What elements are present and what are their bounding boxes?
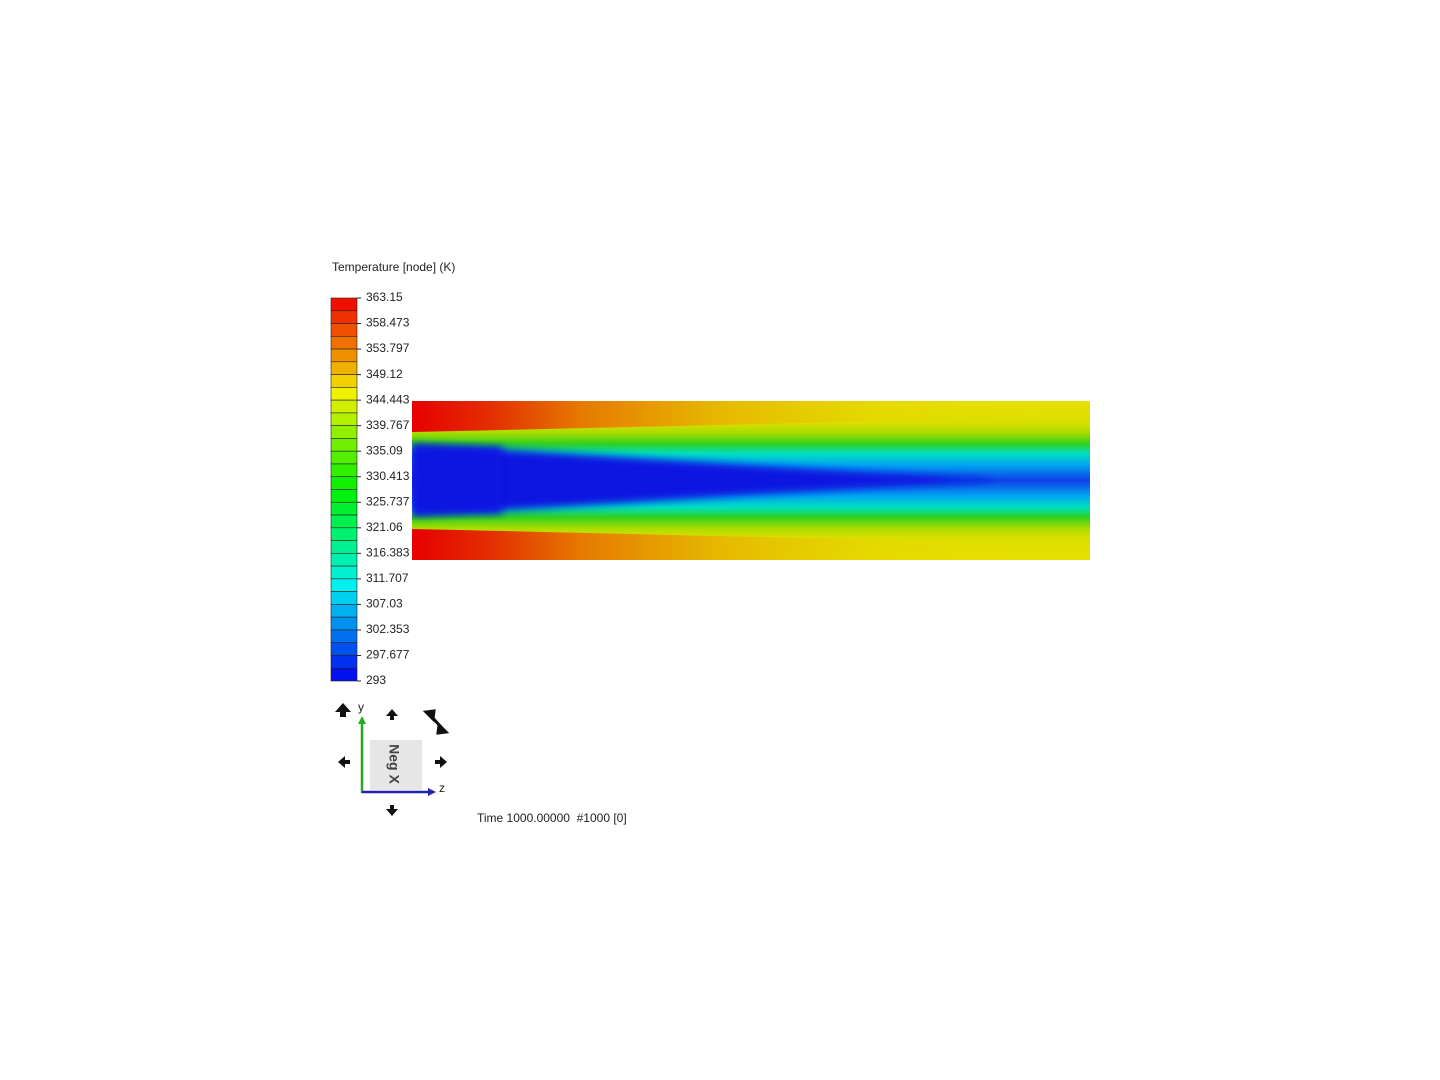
colorbar-band [330,642,358,656]
colorbar: 363.15 358.473 353.797 349.12 344.443 339.767… [330,290,410,687]
pan-down-button[interactable] [386,805,398,816]
y-axis-label: y [358,700,364,714]
contour-plot [412,401,1090,560]
colorbar-label: 335.09 [366,443,403,457]
z-axis-head [428,788,436,796]
colorbar-band [330,616,358,631]
colorbar-label: 325.737 [366,494,410,508]
legend-title: Temperature [node] (K) [332,260,455,274]
colorbar-band [330,399,358,414]
colorbar-band [330,540,358,554]
colorbar-band [330,565,358,580]
colorbar-label: 344.443 [366,392,410,406]
colorbar-band [330,323,358,337]
colorbar-band [330,374,358,388]
colorbar-band [330,387,358,401]
colorbar-label: 349.12 [366,367,403,381]
colorbar-label: 297.677 [366,648,410,662]
colorbar-label: 293 [366,673,386,687]
colorbar-band [330,438,358,452]
colorbar-band [330,655,358,669]
colorbar-band [330,297,358,312]
colorbar-label: 302.353 [366,622,410,636]
colorbar-band [330,591,358,605]
colorbar-label: 311.707 [366,571,409,585]
colorbar-band [330,578,358,592]
colorbar-band [330,604,358,618]
view-cube[interactable] [370,740,422,790]
colorbar-label: 363.15 [366,290,403,304]
colorbar-band [330,450,358,465]
colorbar-band [330,667,358,682]
time-label: Time 1000.00000 #1000 [0] [477,811,627,825]
colorbar-label: 316.383 [366,546,410,560]
colorbar-band [330,553,358,567]
colorbar-label: 358.473 [366,316,410,330]
colorbar-band [330,348,358,363]
colorbar-band [330,310,358,324]
colorbar-band [330,514,358,529]
orientation-triad: Neg X y z [335,700,450,816]
colorbar-band [330,629,358,644]
zoom-button[interactable] [422,709,450,735]
colorbar-band [330,463,358,478]
colorbar-label: 321.06 [366,520,403,534]
colorbar-band [330,361,358,375]
pan-up-button[interactable] [386,709,398,720]
colorbar-band [330,501,358,516]
pan-left-button[interactable] [338,756,350,768]
colorbar-band [330,476,358,490]
colorbar-label: 353.797 [366,341,410,355]
view-label: Neg X [386,744,402,784]
colorbar-label: 339.767 [366,418,410,432]
colorbar-band [330,335,358,350]
colorbar-band [330,425,358,439]
rotate-up-button[interactable] [335,703,351,717]
colorbar-band [330,412,358,426]
y-axis-head [358,716,366,724]
colorbar-band [330,489,358,503]
colorbar-band [330,527,358,541]
colorbar-label: 307.03 [366,597,403,611]
colorbar-label: 330.413 [366,469,410,483]
pan-right-button[interactable] [435,756,447,768]
z-axis-label: z [439,781,445,795]
